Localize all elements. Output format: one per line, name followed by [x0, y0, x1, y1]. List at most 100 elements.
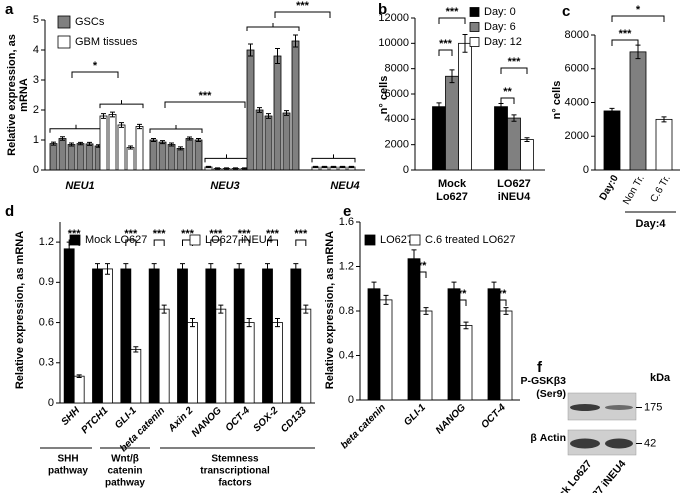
- error-bar: [196, 138, 201, 142]
- y-tick-label: 1.2: [39, 236, 54, 248]
- bar: [130, 348, 142, 404]
- y-tick-label: 0.8: [339, 305, 354, 317]
- bar: [177, 268, 188, 404]
- error-bar: [275, 48, 280, 64]
- y-tick-label: 4: [33, 44, 39, 56]
- significance-label: ***: [209, 228, 223, 240]
- panel-letter: c: [562, 3, 570, 20]
- blot-unit: kDa: [650, 372, 671, 384]
- error-bar: [411, 249, 417, 269]
- significance-bracket: [210, 239, 222, 246]
- y-tick-label: 2: [33, 104, 39, 116]
- legend-label: Day: 0: [484, 6, 516, 18]
- bar: [63, 248, 75, 404]
- cluster-bracket: [311, 154, 356, 163]
- y-tick-label: 1: [33, 134, 39, 146]
- y-tick-label: 0: [403, 164, 409, 176]
- significance-bracket: [153, 239, 165, 246]
- y-tick-label: 4000: [385, 113, 409, 125]
- error-bar: [218, 304, 224, 314]
- bar: [291, 40, 300, 171]
- significance-bracket: [125, 239, 137, 246]
- panel-letter: e: [343, 203, 351, 220]
- significance-label: *: [636, 4, 641, 16]
- bar: [290, 268, 302, 404]
- y-tick-label: 6000: [565, 63, 589, 75]
- category-group-label: factors: [218, 478, 252, 489]
- error-bar: [224, 167, 229, 170]
- error-bar: [257, 107, 262, 113]
- legend-label: LO627: [380, 234, 413, 246]
- bar: [167, 144, 176, 171]
- error-bar: [105, 263, 110, 275]
- cluster-bracket: [99, 100, 144, 109]
- legend-swatch: [57, 15, 71, 29]
- significance-bracket: [238, 239, 250, 246]
- significance-bracket: [493, 299, 507, 306]
- error-bar: [248, 43, 253, 57]
- error-bar: [169, 142, 174, 147]
- error-bar: [160, 140, 165, 145]
- error-bar: [303, 304, 309, 314]
- bar: [58, 138, 67, 171]
- legend-swatch: [409, 234, 421, 246]
- error-bar: [266, 113, 271, 119]
- error-bar: [133, 346, 139, 353]
- bar: [255, 109, 264, 171]
- error-bar: [322, 165, 327, 169]
- bar: [73, 375, 85, 404]
- x-tick-label: iNEU4: [498, 191, 531, 203]
- error-bar: [349, 165, 354, 169]
- blot-row-label: β Actin: [530, 432, 566, 444]
- error-bar: [275, 318, 280, 328]
- error-bar: [69, 142, 74, 147]
- bar: [126, 147, 135, 171]
- category-group-label: pathway: [105, 478, 145, 489]
- error-bar: [110, 111, 115, 118]
- error-bar: [123, 263, 129, 275]
- bar: [76, 143, 85, 171]
- legend-label: LO627 iNEU4: [205, 234, 273, 246]
- error-bar: [463, 321, 469, 330]
- significance-bracket: [71, 71, 119, 78]
- y-tick-label: 0.3: [39, 357, 54, 369]
- bar: [499, 310, 513, 401]
- y-tick-label: 0: [583, 164, 589, 176]
- y-axis-label: mRNA: [18, 78, 30, 112]
- legend-label: C.6 treated LO627: [425, 234, 516, 246]
- y-tick-label: 3: [33, 74, 39, 86]
- bar: [205, 268, 217, 404]
- blot-row-label: P-GSKβ3: [520, 375, 566, 387]
- panel-letter: b: [378, 1, 387, 18]
- y-tick-label: 0.4: [339, 349, 354, 361]
- bar: [108, 114, 117, 171]
- category-group-label: SHH: [57, 454, 78, 465]
- blot-marker: 42: [644, 437, 656, 449]
- significance-label: **: [503, 86, 512, 98]
- error-bar: [236, 263, 242, 275]
- cluster-bracket: [246, 23, 300, 31]
- error-bar: [661, 116, 667, 123]
- bar: [149, 139, 158, 171]
- bar: [629, 51, 647, 171]
- legend-swatch: [469, 37, 480, 47]
- error-bar: [128, 145, 133, 150]
- significance-bracket: [274, 11, 331, 18]
- significance-label: ***: [199, 90, 213, 102]
- y-tick-label: 8000: [385, 63, 409, 75]
- significance-bracket: [611, 39, 639, 46]
- significance-label: ***: [508, 56, 522, 68]
- blot-marker: 175: [644, 401, 662, 413]
- bar: [367, 288, 381, 401]
- error-bar: [78, 141, 83, 146]
- y-tick-label: 0: [348, 394, 354, 406]
- category-group-label: pathway: [48, 466, 88, 477]
- x-tick-label: LO627: [497, 178, 531, 190]
- legend-label: GBM tissues: [75, 36, 138, 48]
- error-bar: [491, 281, 497, 296]
- error-bar: [340, 165, 345, 169]
- bar: [148, 268, 160, 404]
- error-bar: [233, 167, 238, 170]
- bar: [655, 118, 673, 171]
